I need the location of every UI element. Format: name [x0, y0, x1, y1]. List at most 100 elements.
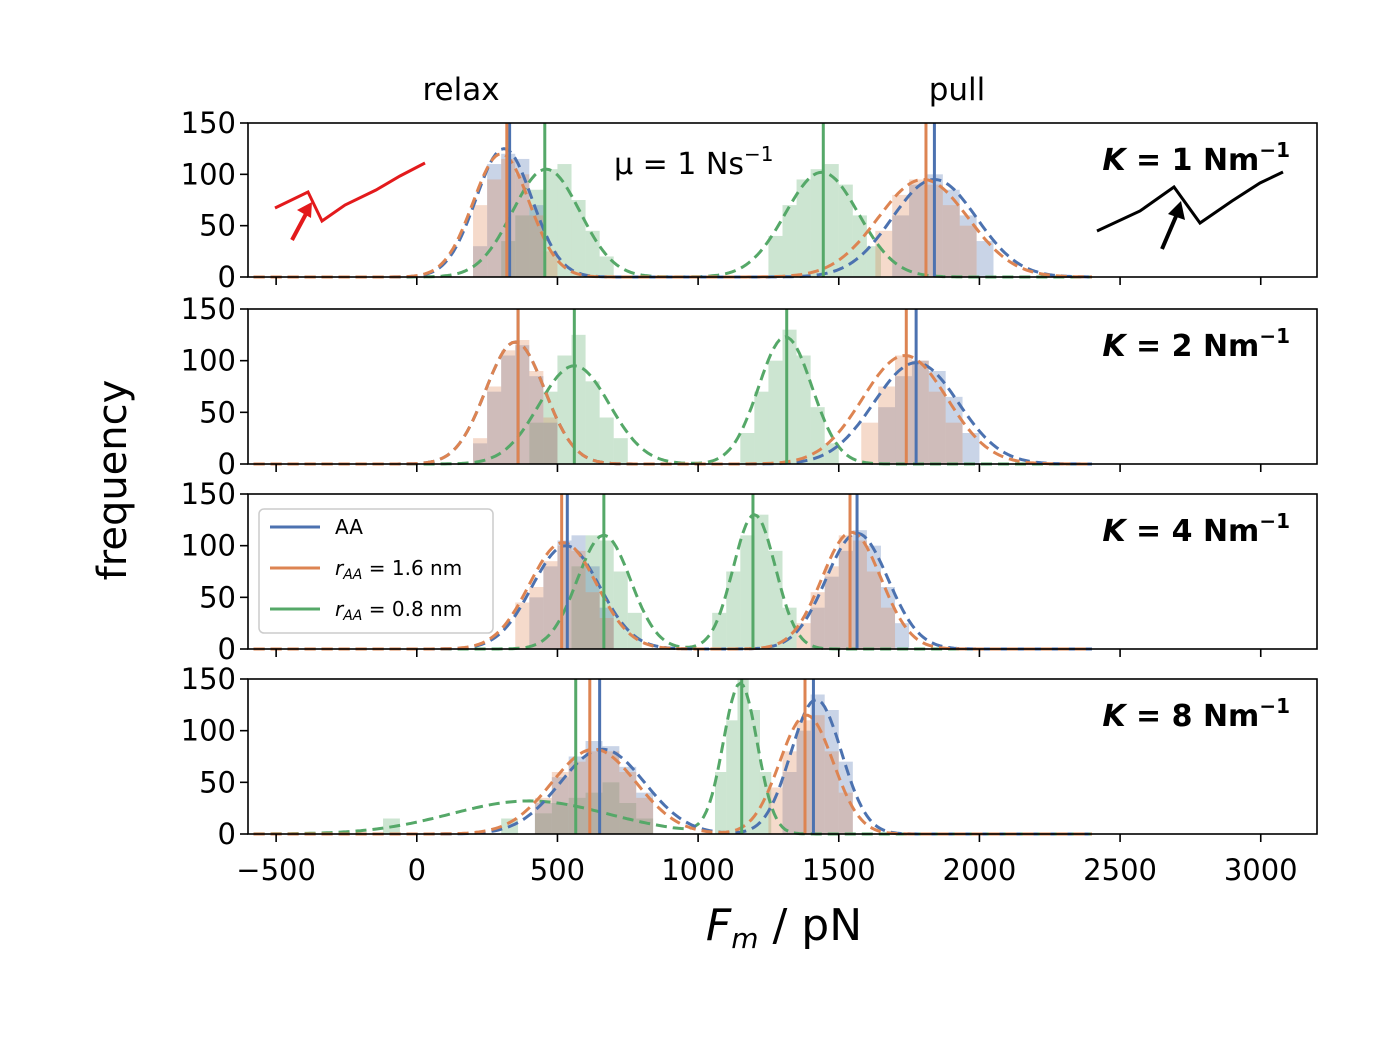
x-tick-label: 1500 [802, 853, 876, 887]
hist-bar-r16 [875, 230, 893, 277]
panel-k-label: K = 2 Nm−1 [1102, 324, 1290, 364]
hist-bar-r16 [529, 371, 544, 464]
legend: AA rAA = 1.6 nm rAA = 0.8 nm [258, 508, 494, 634]
hist-bar-r16 [571, 550, 586, 649]
hist-bar-AA [959, 215, 977, 277]
hist-bar-r16 [810, 592, 825, 649]
y-tick-label: 100 [181, 344, 236, 378]
relax-sketch [274, 161, 426, 224]
hist-bar-r16 [824, 751, 839, 834]
relax-arrow-head [297, 202, 312, 218]
hist-bar-r08 [796, 179, 811, 277]
hist-bar-r08 [759, 772, 772, 834]
hist-bar-r16 [866, 571, 881, 649]
panels: 0 50 100 150 K = 1 Nm−1 μ = 1 Ns−1 0 50 100 150 K … [181, 106, 1318, 887]
hist-bar-AA [892, 215, 910, 277]
hist-bar-AA [529, 376, 544, 464]
hist-bar-r08 [866, 246, 881, 277]
hist-bar-r08 [712, 612, 727, 649]
hist-bar-AA [551, 777, 569, 834]
hist-bar-r16 [852, 540, 867, 649]
hist-bar-r08 [585, 535, 600, 649]
y-tick-label: 50 [199, 765, 236, 799]
panel-k-label: K = 1 Nm−1 [1102, 138, 1290, 178]
fit-curve-r16 [253, 713, 1092, 836]
hist-bar-AA [473, 443, 488, 464]
hist-bar-r08 [515, 215, 530, 277]
hist-bar-AA [909, 184, 926, 277]
hist-bar-r08 [838, 184, 853, 277]
legend-entry: rAA = 1.6 nm [335, 556, 462, 583]
hist-bar-r08 [748, 710, 760, 834]
hist-bar-r08 [768, 235, 783, 277]
mu-label: μ = 1 Ns−1 [614, 142, 773, 182]
hist-bar-r08 [551, 803, 569, 834]
hist-bar-r16 [599, 618, 614, 649]
hist-bar-r08 [585, 230, 600, 277]
hist-bar-AA [810, 607, 825, 649]
hist-bar-r16 [768, 787, 783, 834]
hist-bar-r16 [880, 607, 896, 649]
hist-bar-r08 [534, 813, 552, 834]
hist-bar-r08 [599, 256, 614, 277]
fit-curve-r08 [253, 681, 1092, 836]
panel-3: 0 50 100 150 K = 4 Nm−1 AA rAA = 1.6 nm rAA = 0… [181, 477, 1318, 666]
hist-bar-r08 [585, 381, 600, 464]
hist-bar-r08 [599, 417, 614, 464]
hist-bar-AA [878, 407, 896, 464]
y-tick-label: 0 [218, 817, 236, 851]
panel-k-label: K = 4 Nm−1 [1102, 509, 1290, 549]
hist-bar-r08 [754, 391, 769, 464]
hist-bar-r16 [529, 587, 544, 649]
hist-bar-AA [962, 433, 980, 464]
legend-box [258, 508, 494, 634]
hist-bar-r08 [529, 189, 544, 277]
y-tick-label: 50 [199, 209, 236, 243]
y-axis-label: frequency [90, 380, 136, 581]
hist-bar-r16 [928, 391, 946, 464]
hist-bar-r16 [892, 194, 910, 277]
hist-bar-r08 [602, 782, 620, 834]
x-tick-label: 3000 [1224, 853, 1298, 887]
hist-bar-AA [824, 576, 839, 649]
hist-bar-AA [895, 623, 910, 649]
hist-bar-AA [880, 587, 896, 649]
panel-k-label: K = 8 Nm−1 [1102, 694, 1290, 734]
hist-bar-r08 [571, 566, 586, 649]
hist-bar-r16 [543, 251, 558, 277]
panel-1: 0 50 100 150 K = 1 Nm−1 μ = 1 Ns−1 [181, 106, 1318, 294]
hist-bar-AA [501, 355, 516, 464]
hist-bar-AA [585, 566, 600, 649]
legend-entry: rAA = 0.8 nm [335, 597, 462, 624]
hist-bar-r08 [557, 355, 572, 464]
hist-bar-AA [976, 241, 994, 277]
x-tick-label: −500 [236, 853, 316, 887]
hist-bar-r16 [909, 179, 926, 277]
hist-bar-AA [942, 189, 960, 277]
panel-frame [247, 122, 1318, 278]
hist-bar-r16 [911, 360, 929, 464]
x-tick-label: 500 [530, 853, 585, 887]
panel-2: 0 50 100 150 K = 2 Nm−1 [181, 292, 1318, 481]
hist-bar-AA [534, 803, 552, 834]
y-tick-label: 150 [181, 477, 236, 511]
hist-bar-AA [945, 396, 963, 464]
hist-bar-r08 [824, 164, 839, 277]
x-axis-label: Fm / pN [706, 900, 862, 955]
hist-bar-r16 [945, 422, 963, 464]
pull-sketch [1096, 170, 1284, 233]
pull-arrow [1160, 213, 1179, 250]
legend-entry: AA [335, 515, 363, 539]
y-tick-label: 0 [218, 632, 236, 666]
relax-arrow [290, 211, 309, 241]
y-tick-label: 150 [181, 662, 236, 696]
hist-bar-AA [838, 761, 853, 834]
hist-bar-r08 [768, 360, 783, 464]
hist-bar-r08 [852, 215, 867, 277]
hist-bar-r16 [838, 792, 853, 834]
hist-bar-r16 [602, 751, 620, 834]
hist-bar-r16 [529, 215, 544, 277]
panel-frame [247, 678, 1318, 835]
hist-bar-r08 [782, 205, 797, 277]
hist-bar-r08 [754, 514, 769, 649]
